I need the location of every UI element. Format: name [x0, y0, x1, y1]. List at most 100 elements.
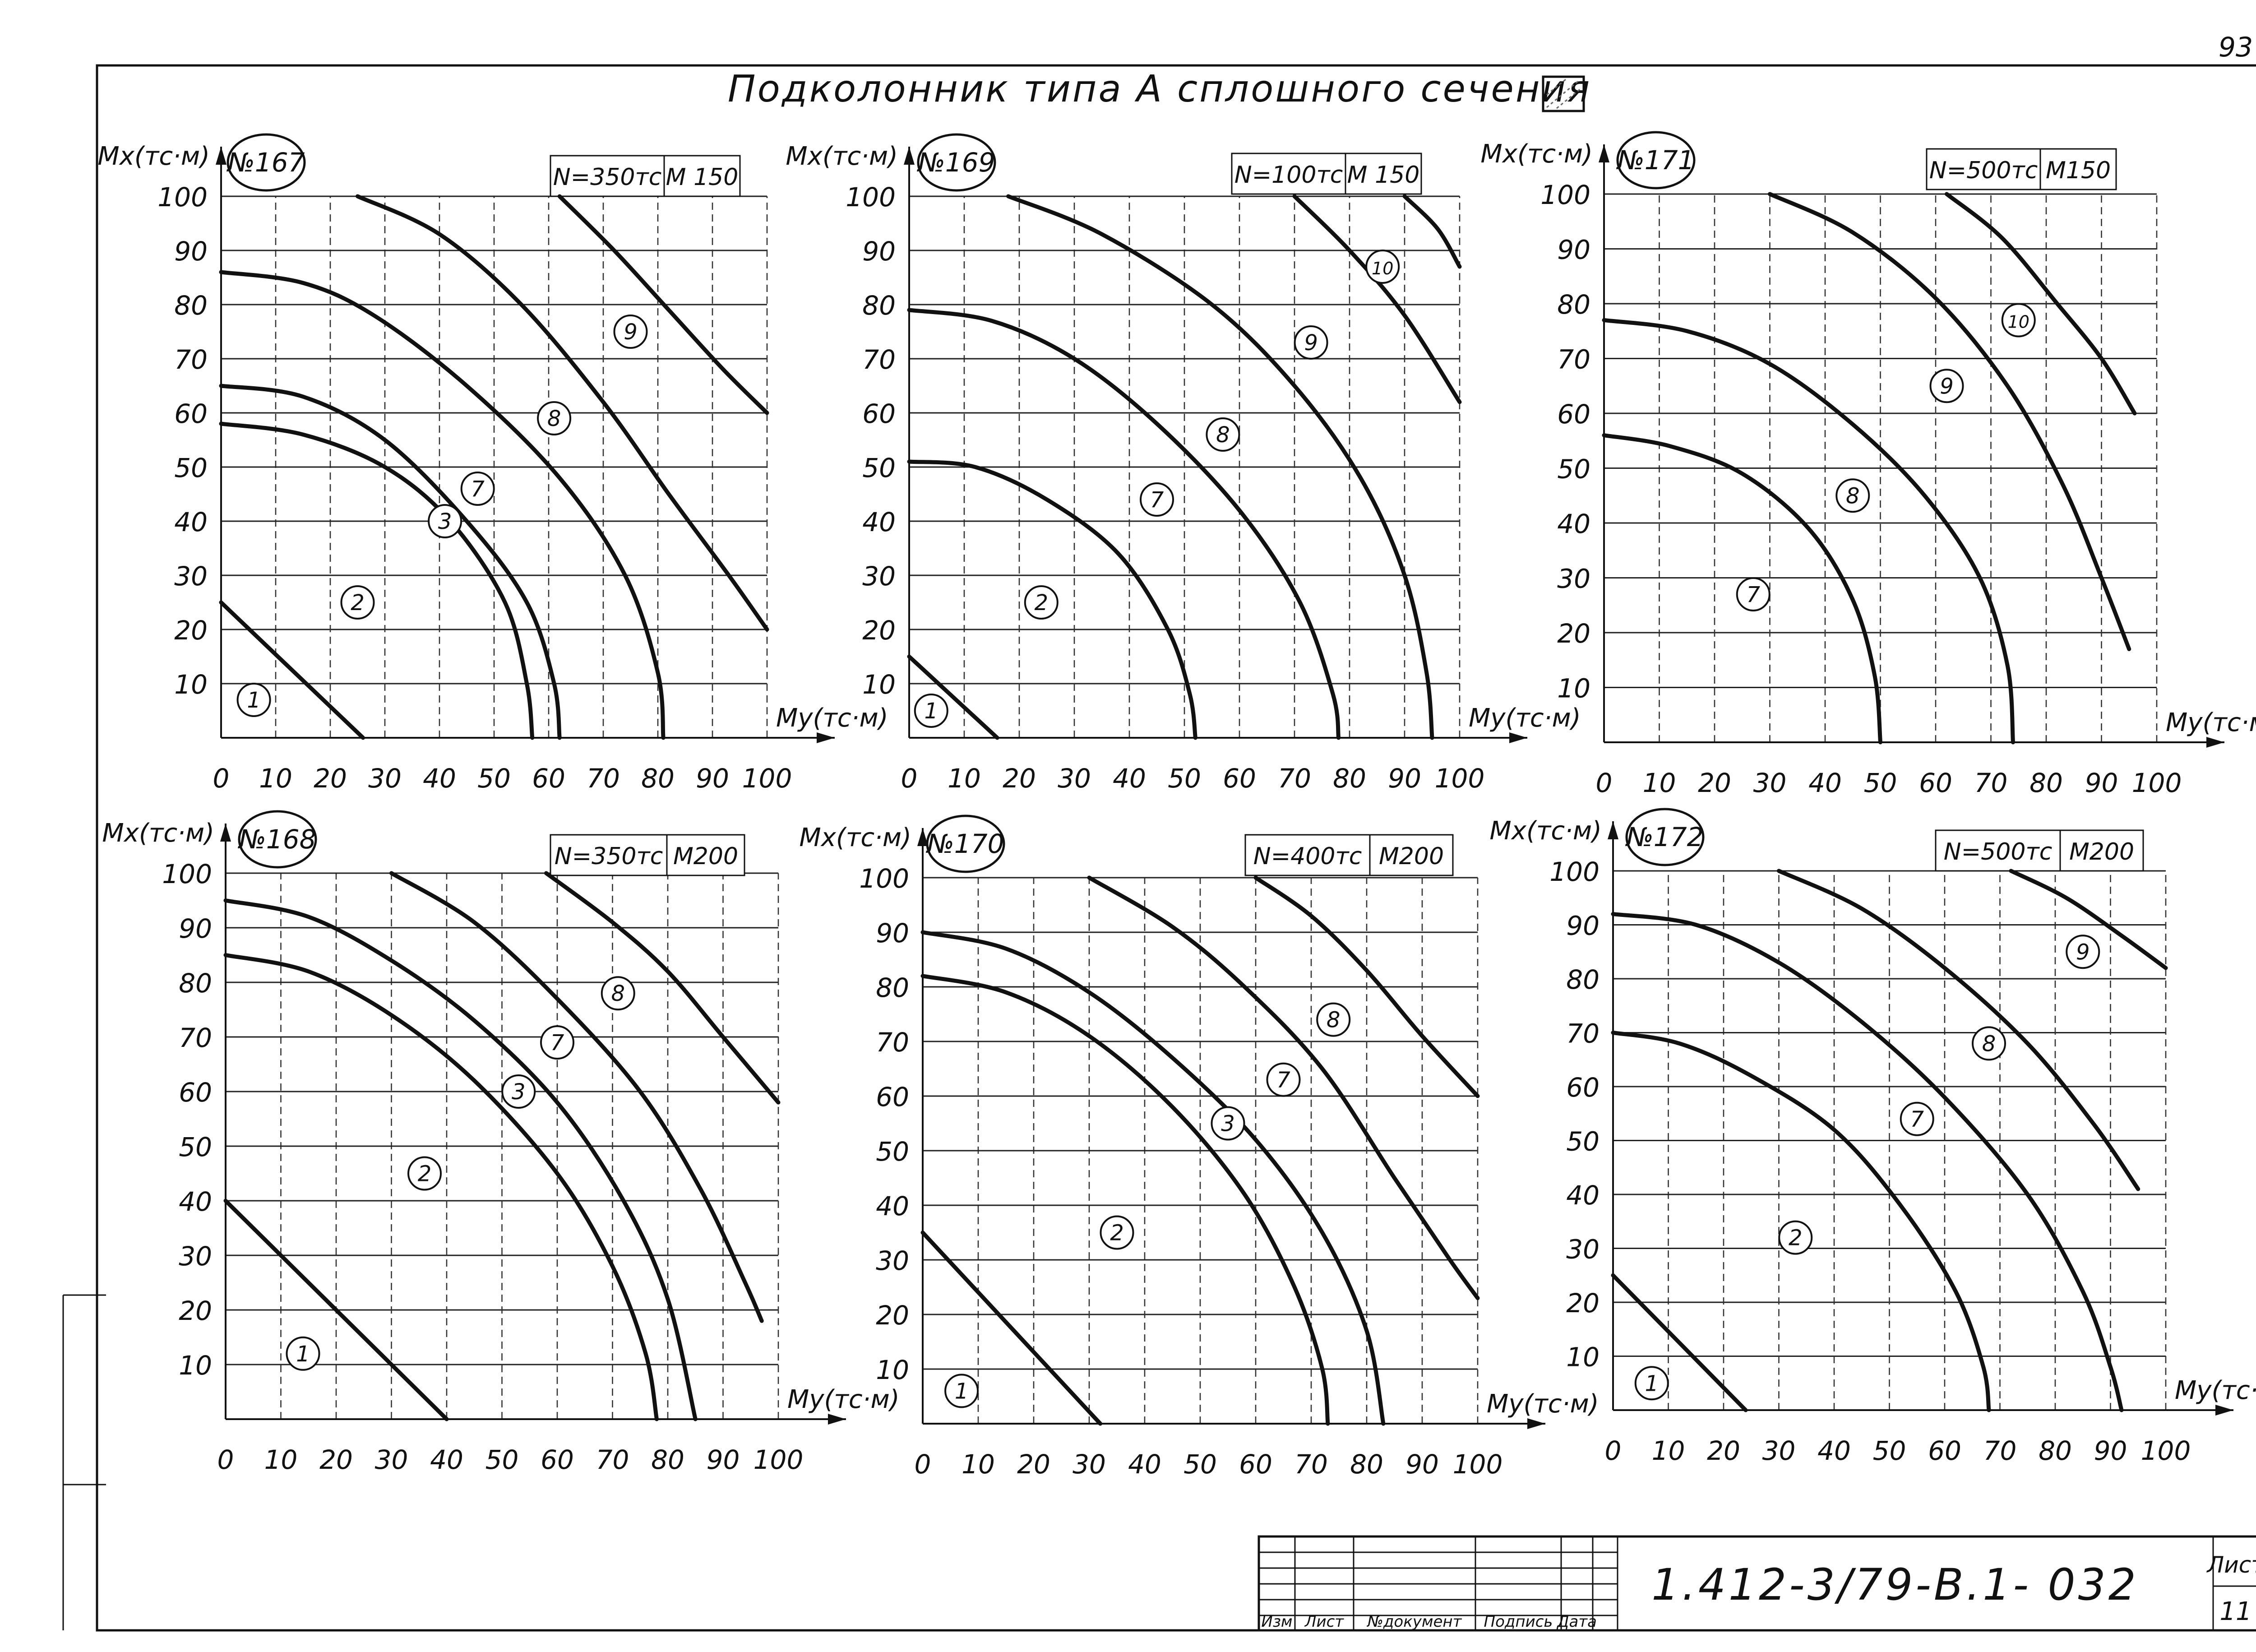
title-block-column-label: Изм: [1261, 1613, 1292, 1631]
chart-number: №170: [925, 828, 1004, 859]
chart-№170: 0 10 20 30 40 50 60 70 80 90 100 10 20 30 40 50 60 70 80 90…: [799, 814, 1599, 1480]
x-tick-label: 100: [754, 1444, 804, 1475]
load-stamp-m: М 150: [666, 164, 739, 191]
curve-label: 8: [547, 406, 561, 431]
title-block-column-label: №документ: [1367, 1613, 1462, 1631]
curve-label-circle: [1900, 1101, 1934, 1136]
curve-label: 3: [438, 509, 452, 534]
y-tick-label: 60: [862, 398, 896, 429]
curve-label-circle: [540, 1025, 574, 1060]
y-tick-label: 40: [876, 1191, 909, 1222]
y-tick-label: 60: [1566, 1072, 1600, 1103]
interaction-curve: [1777, 869, 2140, 1191]
chart-number: №171: [1616, 145, 1694, 176]
x-axis-label: Му(тс·м): [2175, 1376, 2256, 1405]
y-tick-label: 10: [1557, 673, 1590, 704]
interaction-curve: [920, 974, 1330, 1426]
y-tick-label: 10: [179, 1350, 212, 1381]
load-stamp-box: [1231, 153, 1422, 195]
curve-label: 10: [2008, 312, 2029, 332]
y-tick-label: 20: [179, 1296, 212, 1326]
x-tick-label: 60: [1919, 768, 1952, 798]
curve-label: 9: [2076, 939, 2090, 965]
curve-label-circle: [286, 1336, 320, 1371]
y-tick-label: 10: [174, 669, 208, 700]
y-tick-label: 30: [179, 1241, 212, 1272]
curve-label-circle: [1266, 1062, 1301, 1097]
chart-number: №168: [237, 824, 316, 855]
load-stamp-box: [1935, 829, 2144, 872]
interaction-curve: [223, 898, 698, 1421]
interaction-curve: [907, 654, 999, 740]
y-tick-label: 70: [174, 344, 208, 375]
x-tick-label: 10: [962, 1449, 995, 1480]
y-axis-arrow: [220, 824, 231, 842]
x-tick-label: 30: [1753, 768, 1787, 798]
x-tick-label: 0: [1605, 1435, 1622, 1466]
interaction-curve: [219, 600, 365, 740]
curve-label-circle: [613, 315, 648, 349]
curve-label-circle: [1365, 250, 1400, 284]
y-tick-label: 100: [157, 182, 208, 213]
curve-label: 7: [1276, 1068, 1290, 1093]
interaction-curve: [1253, 875, 1480, 1098]
document-code: 1.412-3/79-В.1- 032: [1651, 1559, 2139, 1610]
y-tick-label: 80: [862, 290, 896, 321]
interaction-curve: [1945, 192, 2137, 416]
interaction-curve: [1292, 194, 1462, 404]
y-tick-label: 20: [876, 1300, 909, 1331]
y-tick-label: 60: [1557, 399, 1590, 430]
interaction-curve: [544, 871, 781, 1105]
curve-label: 7: [471, 477, 485, 502]
x-tick-label: 90: [707, 1444, 740, 1475]
y-tick-label: 90: [876, 918, 909, 949]
hatched-section-icon: [1542, 75, 1585, 112]
y-tick-label: 90: [862, 236, 896, 267]
y-tick-label: 20: [174, 615, 208, 646]
y-tick-label: 100: [1540, 180, 1590, 210]
load-stamp-box: [550, 155, 741, 197]
x-tick-label: 0: [213, 763, 230, 794]
x-tick-label: 40: [423, 763, 456, 794]
x-tick-label: 30: [1073, 1449, 1106, 1480]
chart-№168: 0 10 20 30 40 50 60 70 80 90 100 10 20 30 40 50 60 70 80 90…: [102, 810, 900, 1475]
curve-label: 1: [925, 699, 938, 724]
interaction-curve: [907, 308, 1341, 740]
title-block-column-label: Лист: [1304, 1613, 1344, 1631]
y-axis-arrow: [216, 147, 227, 165]
x-tick-label: 10: [1652, 1435, 1685, 1466]
curve-label-circle: [601, 976, 635, 1011]
x-tick-label: 70: [1294, 1449, 1328, 1480]
x-tick-label: 60: [1239, 1449, 1272, 1480]
y-axis-label: Мх(тс·м): [102, 819, 214, 848]
sheet-frame: [96, 64, 2256, 1632]
curve-label-circle: [1736, 577, 1771, 611]
curve-label: 3: [1221, 1111, 1235, 1137]
curve-label: 3: [512, 1079, 526, 1105]
y-axis-label: Мх(тс·м): [97, 142, 210, 171]
chart-number: №169: [916, 147, 995, 178]
interaction-curve: [223, 953, 659, 1421]
curve-label: 9: [624, 319, 638, 345]
y-tick-label: 80: [174, 290, 208, 321]
load-stamp-m: М 150: [1347, 162, 1420, 189]
curve-label-circle: [537, 401, 572, 435]
y-tick-label: 60: [876, 1082, 909, 1112]
x-tick-label: 10: [259, 763, 292, 794]
y-tick-label: 70: [179, 1023, 212, 1053]
x-tick-label: 80: [641, 763, 675, 794]
load-stamp-n: N=350тс: [553, 164, 662, 191]
interaction-curve: [907, 459, 1197, 740]
load-stamp-n: N=100тс: [1234, 162, 1343, 189]
x-axis-arrow: [2215, 1405, 2233, 1416]
x-tick-label: 60: [1928, 1435, 1961, 1466]
load-stamp-box: [550, 834, 745, 876]
curve-label-circle: [1634, 1366, 1669, 1401]
y-tick-label: 40: [179, 1186, 212, 1217]
y-tick-label: 20: [1557, 618, 1590, 649]
x-tick-label: 10: [948, 763, 981, 794]
curve-label: 7: [1746, 582, 1760, 607]
curve-label: 1: [296, 1342, 310, 1367]
y-axis-arrow: [904, 147, 915, 165]
